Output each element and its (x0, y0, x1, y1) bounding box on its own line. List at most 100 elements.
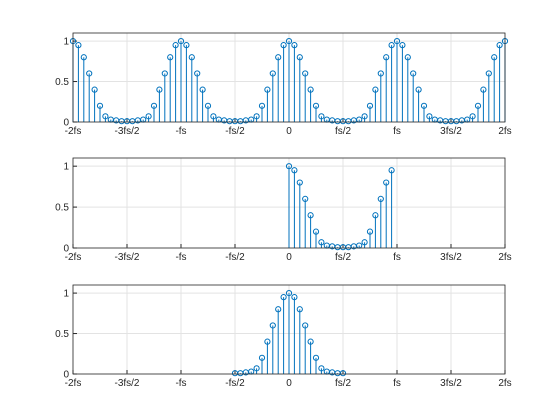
stem-marker (485, 70, 492, 77)
x-tick-label: -fs/2 (225, 126, 245, 137)
x-tick-label: fs (393, 378, 401, 389)
stem (269, 70, 276, 122)
stem (285, 37, 293, 122)
stem-marker (318, 239, 325, 246)
stem (399, 42, 406, 122)
y-tick-label: 0 (63, 370, 69, 381)
stem-marker (307, 86, 314, 93)
stem-marker (156, 86, 163, 93)
stem (312, 102, 320, 122)
stem-marker (86, 70, 93, 77)
stem-marker (302, 195, 309, 203)
stem (420, 102, 428, 122)
stem-marker (199, 86, 206, 93)
stem (366, 228, 374, 248)
stem-marker (194, 70, 201, 77)
stem-marker (388, 167, 395, 174)
stem-marker (291, 167, 298, 174)
stem (383, 54, 390, 122)
stem-marker (383, 54, 390, 61)
axes-box (72, 157, 506, 249)
stem (183, 42, 190, 122)
x-tick-label: -2fs (65, 252, 82, 263)
stem-marker (366, 228, 374, 235)
stem-marker (269, 70, 276, 77)
stem-marker (275, 306, 282, 313)
stem (318, 239, 325, 248)
stem-marker (75, 42, 82, 49)
stem (372, 212, 379, 248)
stem (361, 113, 368, 122)
x-tick-label: -3fs/2 (114, 126, 139, 137)
y-tick-label: 1 (63, 289, 69, 300)
stem (296, 54, 303, 122)
stem-marker (102, 113, 109, 120)
stem-marker (172, 42, 179, 49)
stem (485, 70, 492, 122)
stem (366, 102, 374, 122)
stem-marker (188, 54, 195, 61)
stem-marker (258, 102, 266, 109)
stem-marker (280, 294, 287, 301)
stem (275, 306, 282, 374)
stem-marker (210, 113, 217, 120)
stem-marker (302, 70, 309, 77)
stem-marker (312, 102, 320, 109)
x-tick-label: 2fs (498, 126, 511, 137)
stem-marker (275, 54, 282, 61)
stem (172, 42, 179, 122)
axes-box (72, 32, 506, 123)
stem-marker (253, 113, 260, 120)
y-tick-label: 1 (63, 162, 69, 173)
stem (291, 294, 298, 374)
stem (474, 102, 482, 122)
stem (415, 86, 422, 122)
stem (491, 54, 498, 122)
stem-marker (96, 102, 104, 109)
y-tick-label: 0 (63, 118, 69, 129)
stem (194, 70, 201, 122)
stem (188, 54, 195, 122)
stem-marker (177, 37, 185, 45)
x-tick-label: 3fs/2 (440, 126, 462, 137)
stem-marker (312, 354, 320, 361)
x-tick-label: -2fs (65, 126, 82, 137)
stem-marker (377, 195, 384, 203)
stem (91, 86, 98, 122)
stem-marker (366, 102, 374, 109)
stem-marker (285, 37, 293, 45)
x-tick-label: -3fs/2 (114, 252, 139, 263)
stem-marker (264, 338, 271, 345)
stem (96, 102, 104, 122)
stem-marker (420, 102, 428, 109)
y-tick-label: 1 (63, 37, 69, 48)
stem-marker (80, 54, 87, 61)
stem (145, 113, 152, 122)
stem (285, 163, 293, 248)
stem-marker (280, 42, 287, 49)
stem-marker (318, 113, 325, 120)
stem-marker (204, 102, 212, 109)
y-tick-label: 0 (63, 244, 69, 255)
stem (302, 322, 309, 374)
stem-marker (474, 102, 482, 109)
stem (258, 354, 266, 374)
stem (388, 42, 395, 122)
stem (307, 212, 314, 248)
stem-marker (269, 322, 276, 329)
x-tick-label: -2fs (65, 378, 82, 389)
stem-marker (258, 354, 266, 361)
stem (296, 306, 303, 374)
stem (75, 42, 82, 122)
stem (291, 167, 298, 248)
x-tick-label: 0 (286, 252, 292, 263)
stem (496, 42, 503, 122)
stem (393, 37, 401, 122)
x-tick-label: 3fs/2 (440, 252, 462, 263)
stem (280, 42, 287, 122)
stem-marker (312, 228, 320, 235)
stem (275, 54, 282, 122)
stem-marker (285, 289, 293, 297)
axes: -2fs -3fs/2 -fs -fs/2 0 fs/2 fs 3fs/2 2fs 0 0.5 1 (55, 157, 512, 263)
